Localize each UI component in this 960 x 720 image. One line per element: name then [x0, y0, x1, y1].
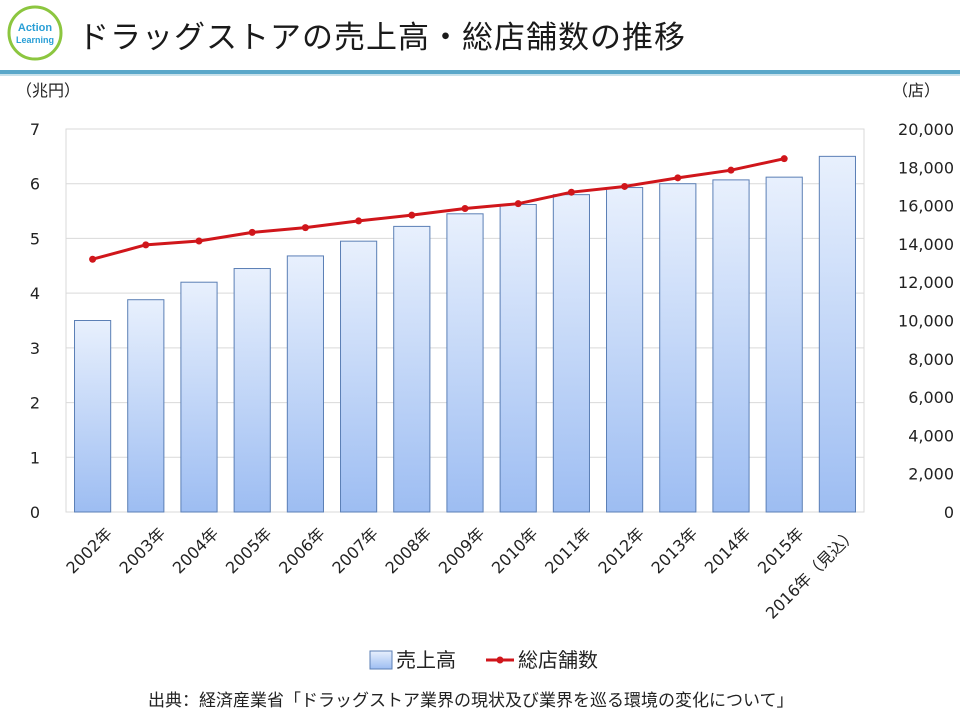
- bar-sales-2010年: [499, 204, 537, 513]
- store-count-point-2014年: [727, 166, 735, 174]
- bar-sales-2015年: [765, 176, 803, 513]
- logo-text-line1: Action: [18, 22, 53, 34]
- x-tick-label: 2014年: [701, 524, 755, 578]
- bar-sales-2005年: [233, 268, 271, 513]
- x-tick-label: 2016年（見込）: [762, 524, 861, 623]
- x-tick-label: 2004年: [169, 524, 223, 578]
- bar-sales-2013年: [659, 183, 697, 513]
- x-tick-label: 2008年: [382, 524, 436, 578]
- y-left-tick-label: 3: [30, 339, 40, 358]
- header-rule: [0, 70, 960, 74]
- bar-sales-2008年: [393, 225, 431, 513]
- y-right-tick-label: 0: [944, 503, 954, 522]
- y-left-tick-label: 7: [30, 120, 40, 139]
- legend-line-marker: [496, 656, 504, 664]
- store-count-point-2011年: [567, 188, 575, 196]
- y-right-tick-label: 18,000: [898, 158, 954, 177]
- x-tick-labels: 2002年 2003年 2004年 2005年 2006年 2007年 2008年 2009年…: [62, 524, 860, 623]
- x-tick-label: 2010年: [488, 524, 542, 578]
- legend: 売上高 総店舗数: [369, 648, 598, 672]
- store-count-point-2010年: [514, 200, 522, 208]
- y-right-tick-label: 16,000: [898, 197, 954, 216]
- store-count-point-2004年: [195, 237, 203, 245]
- bar-sales-2009年: [446, 213, 484, 513]
- bar-sales-2002年: [74, 320, 112, 513]
- bar-sales-2016年（見込）: [818, 155, 856, 513]
- bar-series: [74, 155, 856, 513]
- header-rule-light: [0, 74, 960, 76]
- y-right-tick-label: 14,000: [898, 235, 954, 254]
- store-count-point-2009年: [461, 204, 469, 212]
- y-right-ticks: 0 2,000 4,000 6,000 8,000 10,000 12,000 14,000 1…: [898, 120, 954, 522]
- x-tick-label: 2013年: [648, 524, 702, 578]
- x-tick-label: 2011年: [541, 524, 595, 578]
- y-left-tick-label: 4: [30, 284, 40, 303]
- y-left-tick-label: 1: [30, 448, 40, 467]
- x-tick-label: 2005年: [222, 524, 276, 578]
- x-tick-label: 2009年: [435, 524, 489, 578]
- store-count-point-2003年: [142, 241, 150, 249]
- y-right-tick-label: 12,000: [898, 273, 954, 292]
- store-count-point-2012年: [621, 182, 629, 190]
- y-left-tick-label: 5: [30, 229, 40, 248]
- y-left-unit-label: （兆円）: [16, 81, 80, 100]
- bar-sales-2011年: [552, 194, 590, 513]
- bar-sales-2004年: [180, 281, 218, 513]
- bar-sales-2003年: [127, 299, 165, 513]
- x-tick-label: 2002年: [62, 524, 116, 578]
- bar-sales-2006年: [286, 255, 324, 513]
- bar-sales-2012年: [606, 187, 644, 513]
- x-tick-label: 2006年: [275, 524, 329, 578]
- legend-bar-swatch: [369, 650, 393, 670]
- logo-text-line2: Learning: [16, 35, 54, 45]
- store-count-point-2005年: [248, 228, 256, 236]
- line-series: [89, 155, 788, 263]
- legend-label-sales: 売上高: [396, 648, 456, 672]
- source-note: 出典：経済産業省「ドラッグストア業界の現状及び業界を巡る環境の変化について」: [148, 691, 794, 711]
- x-tick-label: 2007年: [328, 524, 382, 578]
- store-count-point-2007年: [355, 217, 363, 225]
- y-right-tick-label: 4,000: [908, 426, 954, 445]
- y-right-tick-label: 20,000: [898, 120, 954, 139]
- bar-sales-2007年: [340, 240, 378, 513]
- y-left-tick-label: 2: [30, 394, 40, 413]
- y-left-tick-label: 6: [30, 175, 40, 194]
- y-right-tick-label: 10,000: [898, 312, 954, 331]
- y-left-ticks: 0 1 2 3 4 5 6 7: [30, 120, 40, 522]
- x-tick-label: 2012年: [594, 524, 648, 578]
- store-count-point-2015年: [780, 155, 788, 163]
- action-learning-logo: Action Learning: [7, 5, 63, 61]
- y-right-tick-label: 8,000: [908, 350, 954, 369]
- store-count-point-2013年: [674, 174, 682, 182]
- y-right-tick-label: 6,000: [908, 388, 954, 407]
- page-title: ドラッグストアの売上高・総店舗数の推移: [78, 20, 686, 56]
- legend-label-stores: 総店舗数: [518, 648, 598, 672]
- store-count-point-2008年: [408, 211, 416, 219]
- store-count-line: [92, 157, 785, 261]
- store-count-point-2006年: [301, 224, 309, 232]
- y-left-tick-label: 0: [30, 503, 40, 522]
- bar-sales-2014年: [712, 179, 750, 513]
- y-right-unit-label: （店）: [892, 81, 940, 100]
- y-right-tick-label: 2,000: [908, 465, 954, 484]
- store-count-point-2002年: [89, 255, 97, 263]
- x-tick-label: 2015年: [754, 524, 808, 578]
- x-tick-label: 2003年: [116, 524, 170, 578]
